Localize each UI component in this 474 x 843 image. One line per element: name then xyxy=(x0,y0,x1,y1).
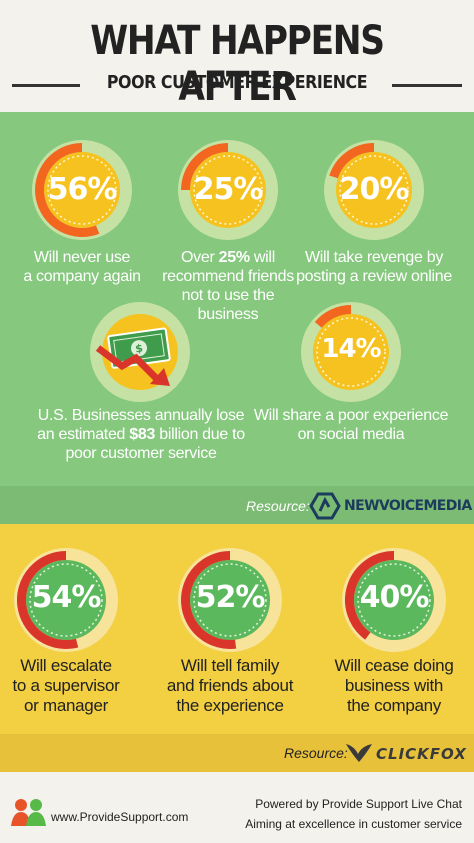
newvoicemedia-brand: NEWVOICEMEDIA xyxy=(344,498,472,514)
stat-52-donut xyxy=(178,548,282,652)
page-subtitle: POOR CUSTOMER EXPERIENCE xyxy=(106,72,368,93)
stat-14-value: 14% xyxy=(321,334,381,364)
site-link[interactable]: www.ProvideSupport.com xyxy=(51,810,189,824)
stat-20-donut xyxy=(324,140,424,240)
page-title: WHAT HAPPENS AFTER xyxy=(90,18,385,110)
green-resource-bar xyxy=(0,486,474,524)
people-logo-icon xyxy=(11,799,46,826)
stat-20-value: 20% xyxy=(339,172,410,207)
resource-label-green: Resource: xyxy=(246,498,310,514)
money-loss-icon: $ xyxy=(90,302,190,402)
stat-25-arc xyxy=(181,143,229,191)
newvoicemedia-logo-icon xyxy=(309,492,341,520)
stat-52-arc xyxy=(181,551,237,649)
stat-56-caption: Will never use a company again xyxy=(23,249,141,285)
divider-right xyxy=(392,84,462,87)
stat-25-value: 25% xyxy=(193,172,264,207)
stat-54-donut xyxy=(14,548,118,652)
stat-56-value: 56% xyxy=(47,172,118,207)
stat-25-caption: Over 25% will recommend friends not to u… xyxy=(162,249,294,323)
stat-40-arc xyxy=(345,551,395,640)
stat-14-donut xyxy=(301,302,401,402)
resource-label-yellow: Resource: xyxy=(284,745,348,761)
footer: www.ProvideSupport.com Powered by Provid… xyxy=(0,772,474,843)
header: WHAT HAPPENS AFTER POOR CUSTOMER EXPERIE… xyxy=(0,0,474,112)
stat-54-value: 54% xyxy=(31,580,102,615)
svg-text:$: $ xyxy=(134,342,143,356)
stat-20-arc xyxy=(329,143,375,179)
stat-40-value: 40% xyxy=(359,580,430,615)
stat-14-arc xyxy=(314,305,352,328)
stat-52-caption: Will tell family and friends about the e… xyxy=(166,656,294,715)
clickfox-logo-icon xyxy=(346,744,372,762)
stat-56-arc xyxy=(35,143,100,237)
stat-14-caption: Will share a poor experience on social m… xyxy=(253,407,449,443)
clickfox-brand: CLICKFOX xyxy=(376,745,467,763)
stat-40-caption: Will cease doing business with the compa… xyxy=(334,656,454,715)
yellow-resource-bar xyxy=(0,734,474,772)
powered-by: Powered by Provide Support Live Chat Aim… xyxy=(245,797,462,831)
stat-52-value: 52% xyxy=(195,580,266,615)
stat-54-caption: Will escalate to a supervisor or manager xyxy=(12,656,120,715)
stat-25-donut xyxy=(178,140,278,240)
divider-left xyxy=(12,84,80,87)
stat-20-caption: Will take revenge by posting a review on… xyxy=(296,249,452,285)
money-caption: U.S. Businesses annually lose an estimat… xyxy=(37,407,245,462)
stat-56-donut xyxy=(32,140,132,240)
stat-54-arc xyxy=(17,551,79,649)
stat-40-donut xyxy=(342,548,446,652)
